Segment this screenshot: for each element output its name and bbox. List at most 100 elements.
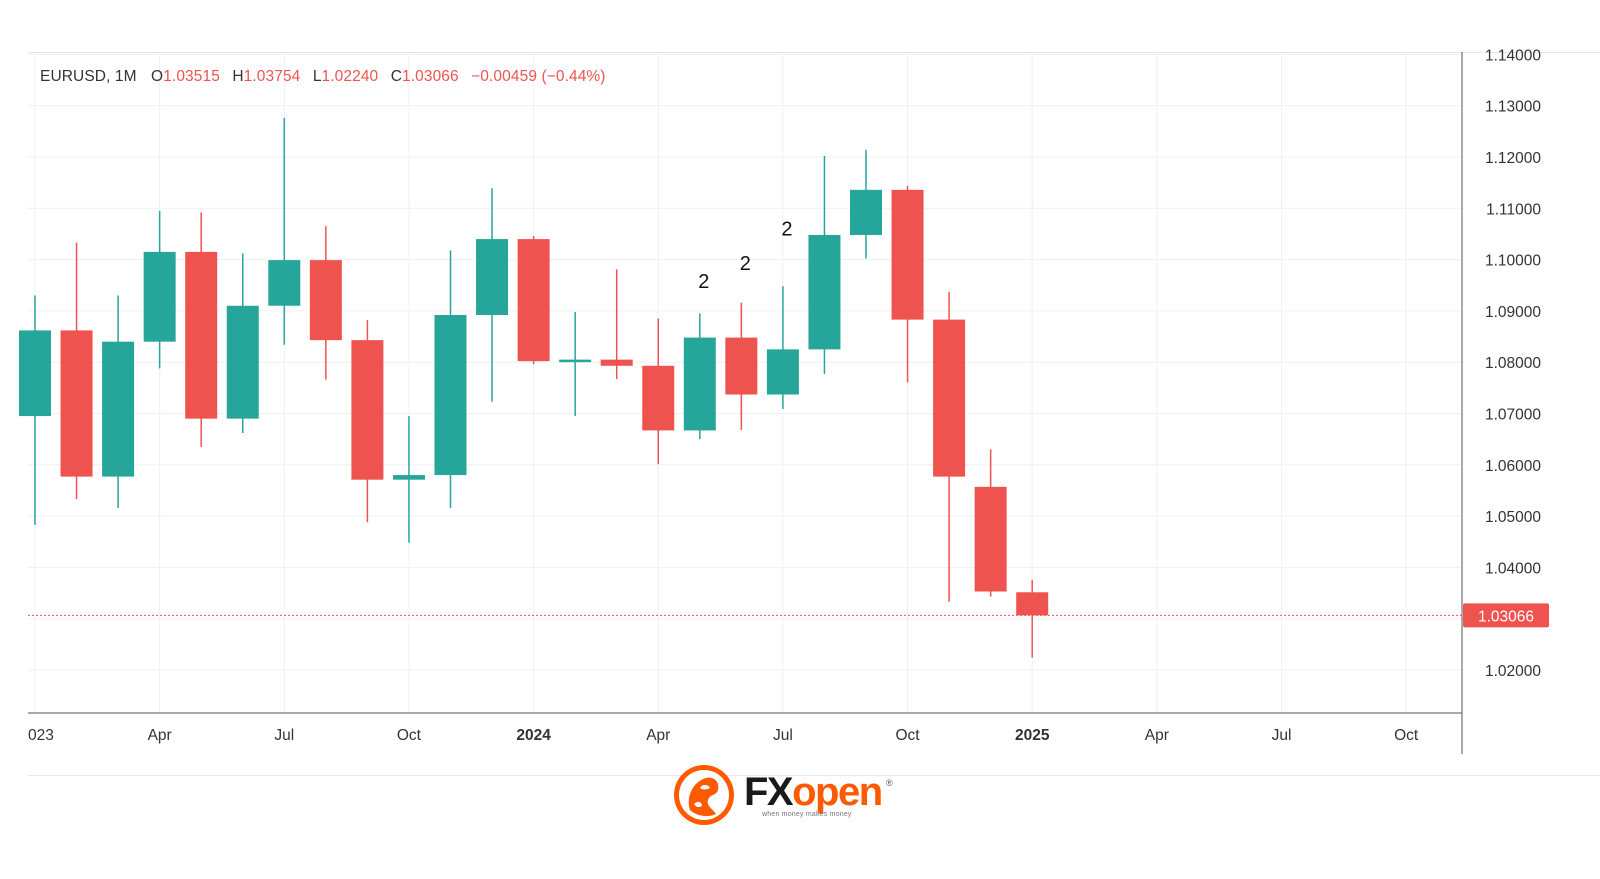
x-tick-label: 2025 xyxy=(1015,727,1050,744)
x-tick-label: Jul xyxy=(773,727,793,744)
x-tick-label: Jul xyxy=(274,727,294,744)
annotations: 2 2 2 xyxy=(698,218,792,292)
logo-registered-mark: ® xyxy=(886,778,893,788)
open-value: 1.03515 xyxy=(163,68,220,85)
candle xyxy=(19,295,51,525)
x-tick-label: Apr xyxy=(646,727,670,744)
wave-annotation-label: 2 xyxy=(740,253,751,275)
x-tick-label: Apr xyxy=(1145,727,1169,744)
candle-body xyxy=(517,239,550,362)
symbol-label: EURUSD, 1M xyxy=(40,68,137,85)
fxopen-logo-emblem xyxy=(674,765,734,825)
candle xyxy=(974,449,1007,597)
high-value: 1.03754 xyxy=(243,68,301,85)
candle xyxy=(559,311,592,417)
candle-body xyxy=(850,189,882,235)
y-tick-label: 1.06000 xyxy=(1485,458,1541,475)
change-value: −0.00459 (−0.44%) xyxy=(471,68,606,85)
candle xyxy=(351,320,384,523)
candle-body xyxy=(891,189,924,320)
chart-frame xyxy=(28,52,1600,776)
x-tick-label: 2024 xyxy=(516,727,551,744)
candle xyxy=(933,291,966,602)
x-tick-label: Oct xyxy=(895,727,920,744)
axes: 1.020001.030001.040001.050001.060001.070… xyxy=(28,47,1549,754)
candle xyxy=(392,416,425,543)
candle xyxy=(60,242,93,500)
y-tick-label: 1.05000 xyxy=(1485,509,1541,526)
candle-body xyxy=(351,340,384,480)
candle xyxy=(226,253,259,433)
candle xyxy=(808,155,841,374)
candle-body xyxy=(600,359,633,366)
y-tick-label: 1.02000 xyxy=(1485,663,1541,680)
fxopen-logo-text: FXopen xyxy=(744,770,883,814)
y-tick-label: 1.12000 xyxy=(1485,150,1541,167)
low-label: L xyxy=(312,68,322,85)
candle-body xyxy=(226,305,259,419)
ohlc-legend: EURUSD, 1M O1.03515 H1.03754 L1.02240 C1… xyxy=(40,68,606,86)
low-value: 1.02240 xyxy=(321,68,379,85)
candle-body xyxy=(476,239,509,316)
candle-body xyxy=(60,330,93,477)
logo-open: open xyxy=(792,770,883,814)
candle xyxy=(683,313,716,440)
candle-body xyxy=(102,341,135,477)
candle-body xyxy=(19,330,51,417)
candle-body xyxy=(434,315,467,476)
candle-body xyxy=(309,260,342,341)
y-tick-label: 1.14000 xyxy=(1485,47,1541,64)
y-tick-label: 1.10000 xyxy=(1485,253,1541,270)
candle-body xyxy=(268,260,301,306)
logo-fx: FX xyxy=(744,770,794,814)
close-label: C xyxy=(390,68,402,85)
candle-body xyxy=(559,359,592,363)
grid xyxy=(28,52,1462,713)
last-price-tag xyxy=(1463,603,1549,628)
candle xyxy=(891,185,924,383)
candle xyxy=(725,302,758,430)
candles xyxy=(19,118,1049,658)
candle-body xyxy=(766,349,799,395)
open-label: O xyxy=(151,68,164,85)
logo-tagline: when money makes money xyxy=(762,811,852,818)
candle xyxy=(268,118,301,345)
candle-body xyxy=(642,365,675,431)
y-tick-label: 1.11000 xyxy=(1486,201,1541,218)
y-tick-label: 1.09000 xyxy=(1485,304,1541,321)
candle xyxy=(600,269,633,380)
candle-body xyxy=(933,319,966,477)
wave-annotation-label: 2 xyxy=(781,218,792,240)
candle xyxy=(766,286,799,409)
candle xyxy=(517,236,550,365)
x-tick-label: Oct xyxy=(1394,727,1419,744)
y-tick-label: 1.08000 xyxy=(1485,355,1541,372)
last-price-label: 1.03066 xyxy=(1478,608,1534,625)
y-tick-label: 1.04000 xyxy=(1485,560,1541,577)
candle-body xyxy=(974,486,1007,592)
candle-body xyxy=(1016,592,1049,616)
candle xyxy=(185,212,218,447)
candle xyxy=(850,149,882,259)
candle xyxy=(434,250,467,508)
candle-body xyxy=(725,337,758,395)
high-label: H xyxy=(232,68,244,85)
x-tick-label: Jul xyxy=(1272,727,1292,744)
candle xyxy=(309,226,342,380)
candle-body xyxy=(683,337,716,431)
candle xyxy=(102,295,135,508)
x-tick-label: Oct xyxy=(397,727,422,744)
y-tick-label: 1.07000 xyxy=(1485,407,1541,424)
candle xyxy=(476,188,509,402)
candle xyxy=(642,318,675,465)
candle-body xyxy=(185,251,218,419)
candle xyxy=(1016,580,1049,658)
x-tick-label: Apr xyxy=(148,727,172,744)
candle-body xyxy=(143,251,176,342)
candle-body xyxy=(392,475,425,480)
close-value: 1.03066 xyxy=(402,68,459,85)
y-tick-label: 1.13000 xyxy=(1485,99,1541,116)
candle xyxy=(143,210,176,369)
candle-body xyxy=(808,234,841,350)
wave-annotation-label: 2 xyxy=(698,271,709,293)
